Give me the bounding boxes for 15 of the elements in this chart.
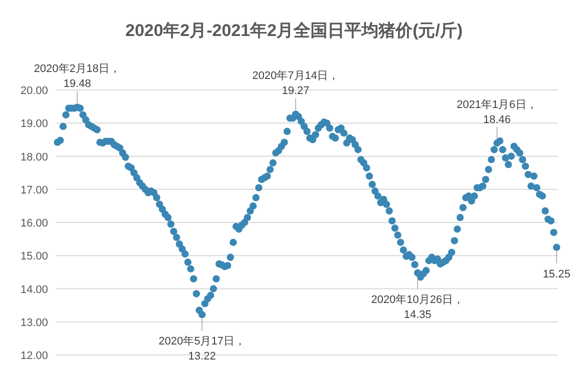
chart-title: 2020年2月-2021年2月全国日平均猪价(元/斤) [125,21,463,40]
data-label: 2020年5月17日， 13.22 [158,336,246,363]
y-tick-label: 18.00 [20,151,48,164]
y-tick-label: 19.00 [20,118,48,130]
data-label: 15.25 [542,268,570,280]
data-label: 2021年1月6日， 18.46 [456,99,538,126]
y-tick-label: 15.00 [20,250,48,263]
data-label: 2020年7月14日， 19.27 [252,70,340,98]
y-tick-label: 17.00 [20,184,48,196]
y-tick-label: 12.00 [20,350,48,362]
y-tick-label: 13.00 [20,316,48,329]
y-tick-label: 20.00 [20,85,48,97]
y-tick-label: 16.00 [20,218,48,230]
y-tick-label: 14.00 [20,284,48,296]
data-label: 2020年10月26日， 14.35 [371,294,464,321]
